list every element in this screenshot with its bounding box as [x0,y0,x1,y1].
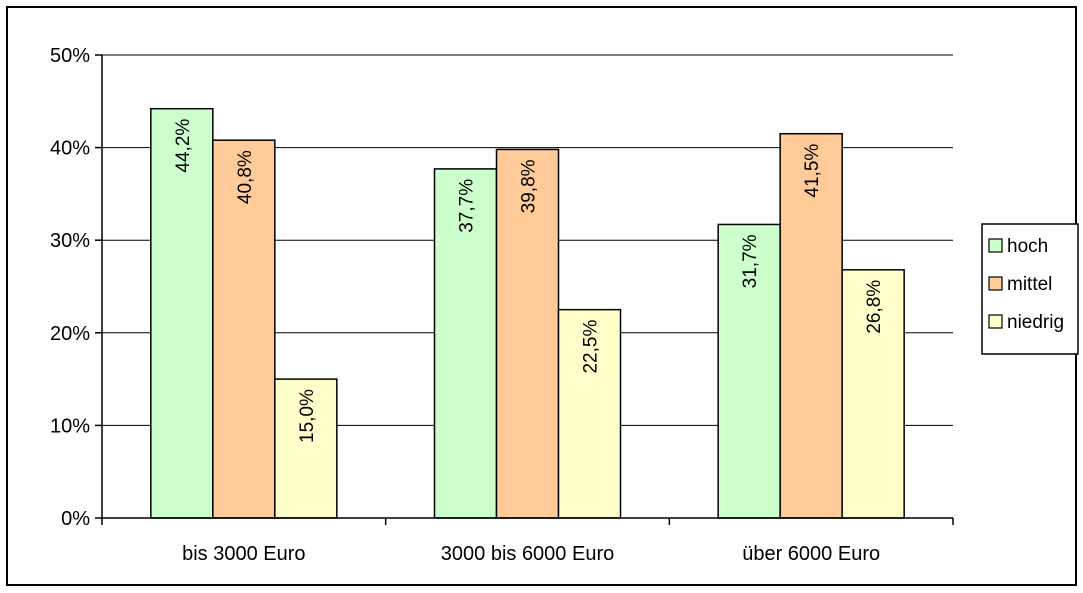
y-tick-label: 50% [50,45,90,67]
data-label: 41,5% [802,144,823,198]
data-label: 31,7% [740,234,761,288]
data-label: 22,5% [581,320,602,374]
y-tick-label: 10% [50,415,90,437]
legend: hoch mittel niedrig [981,223,1079,355]
legend-swatch [988,314,1003,329]
legend-swatch [988,238,1003,253]
data-label: 37,7% [457,179,478,233]
labels: 0% 10% 20% 30% 40% 50% 44,2% 40,8% 15,0% bis 3000… [50,45,885,565]
bar [841,269,905,519]
bars [150,107,905,519]
bar [212,139,276,519]
data-label: 44,2% [173,119,194,173]
legend-swatch [988,276,1003,291]
y-tick-label: 20% [50,323,90,345]
bar [274,378,338,519]
data-label: 39,8% [519,159,540,213]
x-category-label: bis 3000 Euro [182,543,305,565]
bar [557,308,622,519]
legend-label: mittel [1007,274,1052,295]
data-label: 40,8% [235,150,256,204]
x-category-label: über 6000 Euro [742,543,880,565]
bar [495,148,560,519]
axes [95,54,954,525]
data-label: 26,8% [864,280,885,334]
x-category-label: 3000 bis 6000 Euro [441,543,614,565]
y-tick-label: 30% [50,230,90,252]
y-tick-label: 0% [61,508,90,530]
data-label: 15,0% [297,389,318,443]
legend-label: niedrig [1007,312,1064,333]
legend-label: hoch [1007,236,1048,257]
bar [433,168,498,519]
bar [779,132,843,519]
y-tick-label: 40% [50,138,90,160]
